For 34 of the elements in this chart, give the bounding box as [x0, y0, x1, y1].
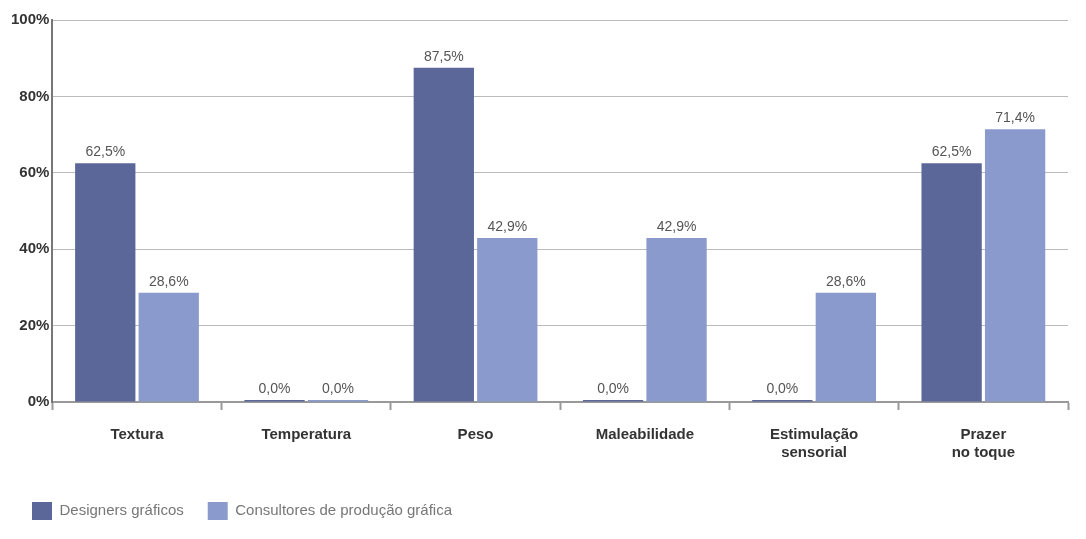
bar	[75, 163, 136, 402]
x-tick-label: Prazer no toque	[951, 425, 1016, 461]
bar	[477, 238, 538, 402]
bar	[815, 292, 876, 402]
data-label: 0,0%	[766, 379, 799, 396]
data-label: 0,0%	[258, 379, 291, 396]
data-label: 0,0%	[597, 379, 630, 396]
data-label: 42,9%	[487, 217, 528, 234]
x-tick-label: Temperatura	[261, 425, 352, 443]
bar	[413, 67, 474, 402]
data-label: 62,5%	[85, 143, 126, 160]
legend-label: Consultores de produção gráfica	[235, 501, 453, 519]
data-label: 28,6%	[825, 272, 866, 289]
data-label: 71,4%	[995, 109, 1035, 126]
data-label: 62,5%	[931, 143, 972, 160]
bar	[138, 292, 199, 402]
x-tick-label: Maleabilidade	[595, 425, 695, 443]
data-label: 0,0%	[322, 379, 354, 396]
y-tick-label: 40%	[19, 239, 50, 257]
x-tick-label: Peso	[457, 425, 494, 443]
data-label: 42,9%	[656, 217, 697, 234]
y-tick-label: 0%	[27, 392, 50, 410]
bar	[646, 238, 707, 402]
bar	[984, 129, 1046, 402]
x-tick-label: Textura	[110, 425, 165, 443]
x-tick-label: Estimulação sensorial	[769, 425, 859, 461]
y-tick-label: 60%	[19, 162, 50, 180]
data-label: 28,6%	[148, 272, 189, 289]
bar	[921, 163, 982, 402]
y-tick-label: 100%	[10, 10, 50, 28]
legend-label: Designers gráficos	[59, 501, 184, 519]
y-tick-label: 20%	[19, 315, 50, 333]
y-tick-label: 80%	[19, 86, 50, 104]
data-label: 87,5%	[423, 47, 464, 64]
